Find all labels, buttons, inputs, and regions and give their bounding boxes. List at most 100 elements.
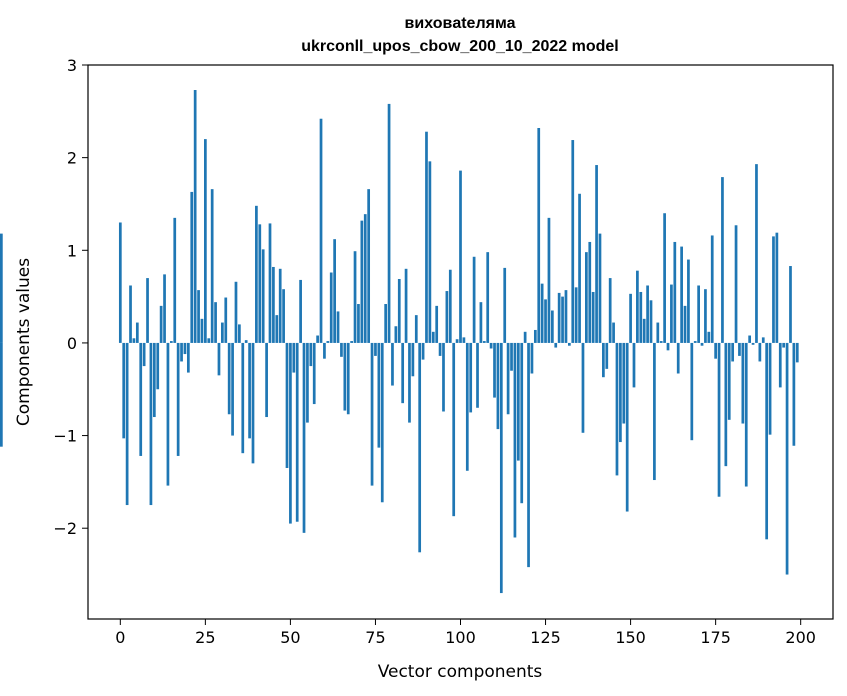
bar-73 <box>367 189 371 343</box>
bar-117 <box>516 342 520 461</box>
bar-177 <box>721 177 724 343</box>
bar-146 <box>615 342 619 476</box>
bar-43 <box>265 342 268 418</box>
bar-172 <box>704 289 707 343</box>
bar-123 <box>537 128 541 343</box>
bar-3 <box>129 285 132 343</box>
bar-132 <box>568 342 571 346</box>
bar-25 <box>204 139 207 343</box>
bar-184 <box>744 342 748 487</box>
bar-150 <box>629 293 632 343</box>
bar-36 <box>241 342 245 454</box>
bar-170 <box>697 285 700 343</box>
bar-185 <box>748 335 752 343</box>
bar-68 <box>350 341 353 343</box>
x-axis-ticks: 0 25 50 75 100 125 150 175 200 <box>115 619 816 647</box>
bar-166 <box>683 305 687 343</box>
bar-50 <box>289 342 292 524</box>
bar-9 <box>149 342 153 506</box>
bar-109 <box>489 342 493 349</box>
bar-119 <box>523 331 527 343</box>
bar-87 <box>414 315 418 343</box>
bar-34 <box>234 281 238 343</box>
bar-168 <box>690 342 694 441</box>
bar-151 <box>632 342 636 388</box>
bar-11 <box>156 342 160 390</box>
y-tick-label: −1 <box>53 427 77 446</box>
bar-28 <box>214 302 217 343</box>
bar-86 <box>411 342 415 377</box>
bar-193 <box>775 232 779 343</box>
bar-53 <box>299 279 302 343</box>
bar-125 <box>544 299 547 343</box>
bar-93 <box>435 305 439 343</box>
y-tick-label: 3 <box>67 56 77 75</box>
bar-24 <box>200 318 204 343</box>
bar-190 <box>765 342 769 540</box>
bar-115 <box>510 342 513 371</box>
bar-183 <box>741 342 745 424</box>
bar-103 <box>469 342 473 413</box>
bar-0 <box>118 222 122 343</box>
bar-85 <box>408 342 411 423</box>
bar-55 <box>306 342 309 423</box>
bar-122 <box>533 329 537 343</box>
bar-52 <box>295 342 299 522</box>
bar-64 <box>336 311 340 343</box>
bar-154 <box>642 318 646 343</box>
bar-98 <box>452 342 456 517</box>
bar-161 <box>666 342 670 351</box>
bar-159 <box>659 341 663 343</box>
bar-197 <box>789 266 792 343</box>
bar-97 <box>448 269 452 343</box>
bar-6 <box>139 342 143 456</box>
bar-137 <box>585 252 588 343</box>
bar-111 <box>496 342 500 430</box>
bar-37 <box>244 340 248 343</box>
bar-153 <box>639 291 643 343</box>
bar-49 <box>285 342 289 468</box>
bar-163 <box>673 241 677 343</box>
bar-7 <box>142 342 146 367</box>
bar-16 <box>173 217 177 343</box>
bar-142 <box>602 342 605 378</box>
bar-105 <box>476 342 479 408</box>
bar-187 <box>755 164 758 343</box>
bar-44 <box>268 223 272 343</box>
y-tick-label: 2 <box>67 149 77 168</box>
bar-undefined <box>0 233 3 343</box>
bar-26 <box>207 338 211 343</box>
x-tick-label: 125 <box>530 628 561 647</box>
bar-139 <box>591 291 595 343</box>
bar-5 <box>135 322 139 343</box>
bar-152 <box>636 270 639 343</box>
bar-84 <box>404 268 408 343</box>
bar-192 <box>772 236 775 343</box>
bar-182 <box>738 342 741 356</box>
bar-96 <box>445 291 449 343</box>
bar-76 <box>377 342 381 448</box>
bar-173 <box>707 331 711 343</box>
bar-196 <box>785 342 789 575</box>
bar-77 <box>380 342 384 503</box>
bar-71 <box>360 220 364 343</box>
y-tick-label: 1 <box>67 241 77 260</box>
x-tick-label: 100 <box>445 628 476 647</box>
bar-88 <box>418 342 422 553</box>
bar-155 <box>646 285 649 343</box>
bar-189 <box>761 337 765 343</box>
bar-83 <box>401 342 405 404</box>
bar-21 <box>190 191 194 343</box>
bar-90 <box>425 131 428 343</box>
bar-198 <box>792 342 796 446</box>
bar-179 <box>727 342 731 420</box>
bar-162 <box>670 284 673 343</box>
bar-82 <box>397 279 401 343</box>
bar-42 <box>261 249 265 343</box>
bar-23 <box>197 290 200 343</box>
bar-78 <box>384 304 388 343</box>
bar-51 <box>292 342 296 373</box>
bar-13 <box>163 274 166 343</box>
bar-70 <box>357 304 360 343</box>
